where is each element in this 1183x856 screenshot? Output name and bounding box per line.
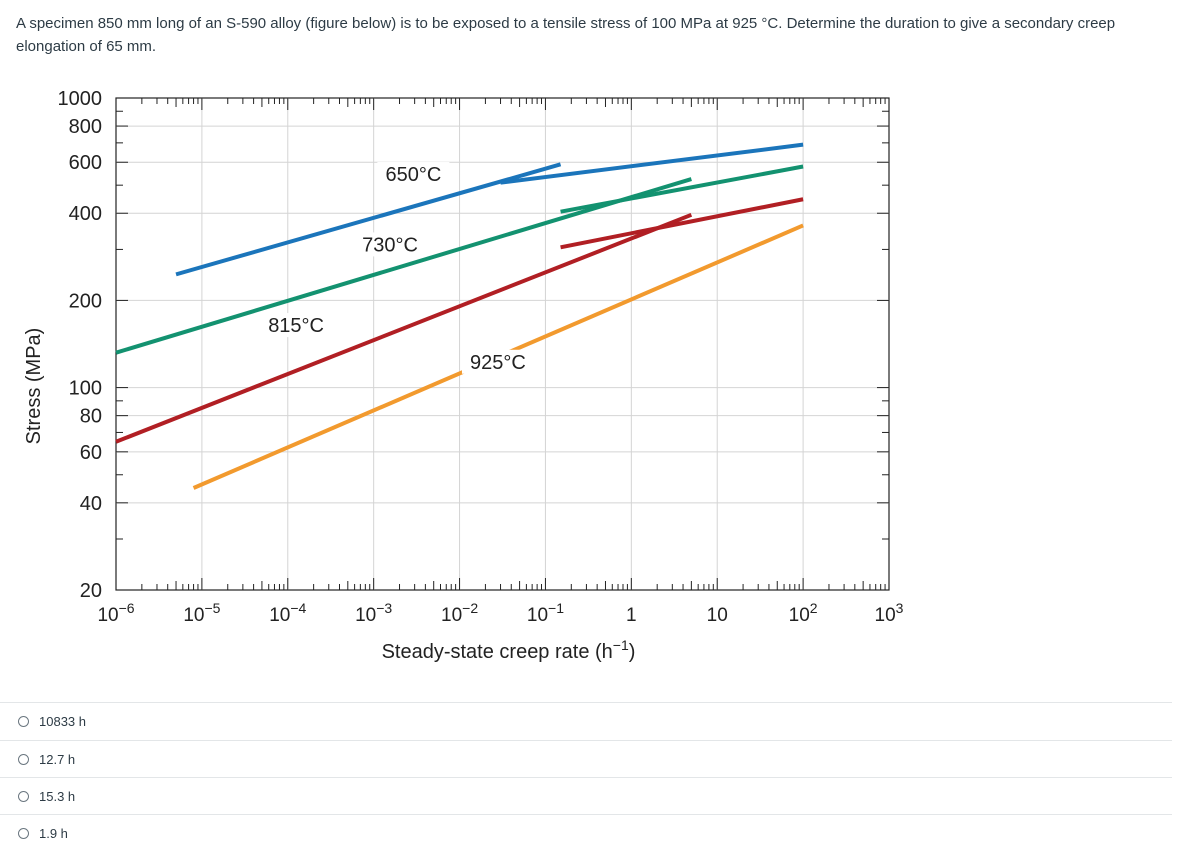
option-4[interactable]: 1.9 h — [0, 814, 1172, 851]
series-line-650c — [500, 142, 804, 185]
y-tick-label: 100 — [69, 378, 102, 400]
series-line-730c — [115, 177, 692, 355]
annotation-label: 815°C — [268, 315, 324, 337]
series-line-815c — [560, 197, 804, 250]
series-line-815c — [115, 212, 693, 444]
annotation-bg — [377, 162, 450, 187]
x-tick-label: 10−1 — [527, 600, 564, 626]
y-tick-label: 200 — [69, 290, 102, 312]
annotation-label: 925°C — [470, 352, 526, 374]
x-tick-label: 1 — [626, 605, 637, 626]
option-label: 12.7 h — [39, 751, 76, 767]
y-tick-label: 1000 — [58, 88, 103, 110]
series-line-650c — [175, 162, 562, 277]
x-tick-label: 10−6 — [97, 600, 134, 626]
y-tick-label: 600 — [69, 152, 102, 174]
annotation-bg — [260, 313, 333, 338]
x-tick-label: 10−4 — [269, 600, 306, 626]
radio-icon[interactable] — [18, 716, 29, 727]
x-tick-label: 10−3 — [355, 600, 392, 626]
question-text: A specimen 850 mm long of an S-590 alloy… — [16, 15, 1116, 55]
x-tick-label: 103 — [875, 600, 904, 626]
y-axis-label: Stress (MPa) — [23, 328, 45, 445]
x-tick-label: 102 — [789, 600, 818, 626]
radio-icon[interactable] — [18, 753, 29, 765]
annotation-bg — [461, 349, 534, 374]
annotation-label: 730°C — [362, 234, 418, 256]
plot-frame — [115, 97, 890, 591]
annotation-bg — [354, 232, 427, 257]
series-line-730c — [560, 164, 804, 214]
y-tick-label: 400 — [69, 203, 102, 225]
answer-options: 10833 h 12.7 h 15.3 h 1.9 h — [0, 702, 1172, 851]
x-tick-label: 10−2 — [441, 600, 478, 626]
radio-icon[interactable] — [18, 827, 29, 839]
y-tick-label: 800 — [69, 116, 102, 138]
y-tick-label: 60 — [80, 442, 102, 464]
x-tick-label: 10 — [707, 605, 728, 626]
x-tick-label: 10−5 — [183, 600, 220, 626]
annotation-label: 650°C — [385, 164, 441, 186]
x-axis-label: Steady-state creep rate (h−1) — [382, 637, 636, 663]
y-tick-label: 40 — [80, 493, 102, 515]
radio-icon[interactable] — [18, 790, 29, 802]
option-label: 10833 h — [39, 714, 86, 729]
y-tick-label: 80 — [80, 406, 102, 428]
option-label: 1.9 h — [39, 825, 68, 841]
option-1[interactable]: 10833 h — [0, 702, 1172, 740]
option-label: 15.3 h — [39, 788, 76, 804]
option-2[interactable]: 12.7 h — [0, 740, 1172, 777]
y-tick-label: 20 — [80, 580, 102, 602]
option-3[interactable]: 15.3 h — [0, 777, 1172, 814]
